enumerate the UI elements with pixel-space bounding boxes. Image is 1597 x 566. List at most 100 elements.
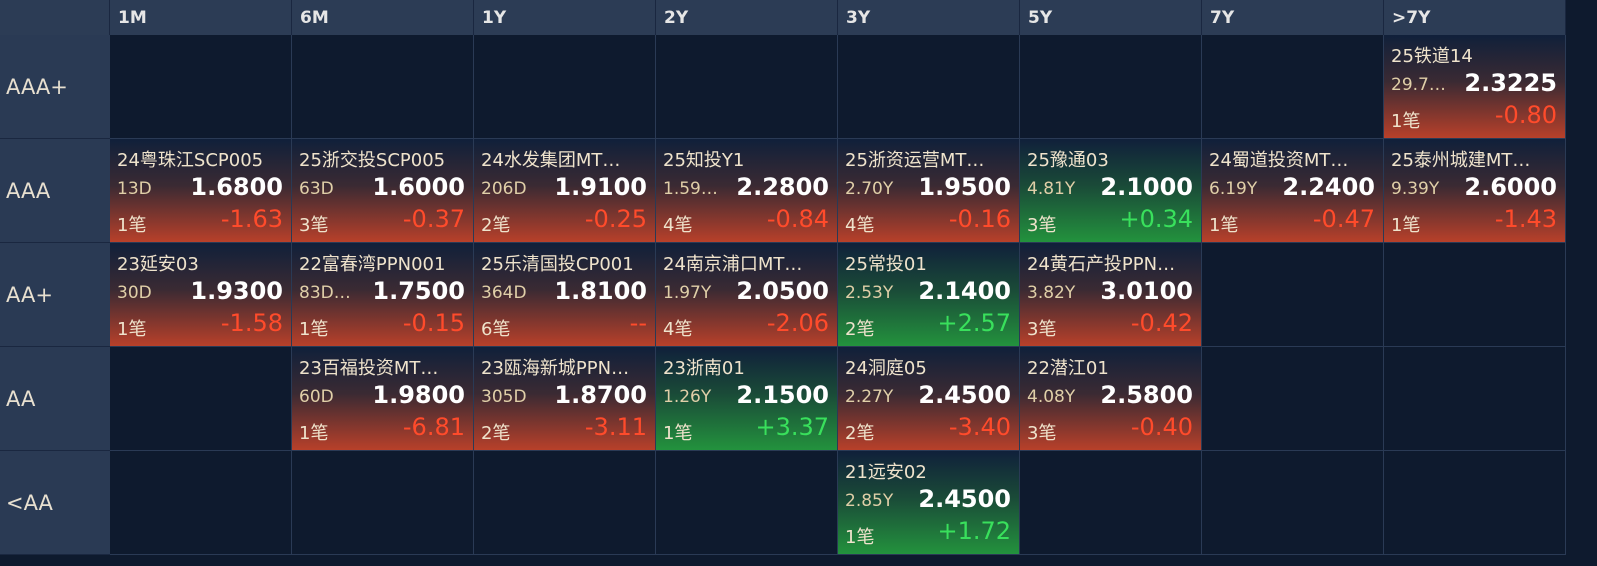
trade-count: 1笔	[117, 215, 147, 236]
bond-term: 9.39Y	[1391, 179, 1440, 199]
bond-price: 1.7500	[372, 277, 465, 305]
bond-cell[interactable]: 25常投01 2.53Y 2.1400 2笔 +2.57	[838, 243, 1020, 347]
bond-cell[interactable]: 25浙资运营MT… 2.70Y 1.9500 4笔 -0.16	[838, 139, 1020, 243]
bond-cell[interactable]: 25知投Y1 1.59… 2.2800 4笔 -0.84	[656, 139, 838, 243]
bond-name: 24黄石产投PPN…	[1027, 254, 1176, 275]
bond-price: 2.1500	[736, 381, 829, 409]
bond-name: 23延安03	[117, 254, 199, 275]
bond-name: 21远安02	[845, 462, 927, 483]
bond-term: 1.59…	[663, 179, 718, 199]
bond-name: 25常投01	[845, 254, 927, 275]
bond-term: 1.97Y	[663, 283, 712, 303]
corner	[0, 0, 110, 35]
price-change: -0.80	[1494, 101, 1557, 129]
bond-term: 1.26Y	[663, 387, 712, 407]
bond-cell[interactable]: 24南京浦口MT… 1.97Y 2.0500 4笔 -2.06	[656, 243, 838, 347]
empty-cell	[656, 35, 838, 139]
bond-term: 2.70Y	[845, 179, 894, 199]
empty-cell	[1202, 347, 1384, 451]
price-change: -0.15	[402, 309, 465, 337]
column-header: 2Y	[656, 0, 838, 35]
empty-cell	[1020, 35, 1202, 139]
bond-cell[interactable]: 23延安03 30D 1.9300 1笔 -1.58	[110, 243, 292, 347]
bond-price: 2.4500	[918, 485, 1011, 513]
bond-cell[interactable]: 22潜江01 4.08Y 2.5800 3笔 -0.40	[1020, 347, 1202, 451]
trade-count: 4笔	[663, 215, 693, 236]
bond-cell[interactable]: 24粤珠江SCP005 13D 1.6800 1笔 -1.63	[110, 139, 292, 243]
empty-cell	[110, 347, 292, 451]
column-header: 6M	[292, 0, 474, 35]
trade-count: 3笔	[1027, 423, 1057, 444]
trade-count: 1笔	[299, 423, 329, 444]
bond-cell[interactable]: 24蜀道投资MT… 6.19Y 2.2400 1笔 -0.47	[1202, 139, 1384, 243]
price-change: -0.47	[1312, 205, 1375, 233]
bond-term: 305D	[481, 387, 527, 407]
price-change: -0.40	[1130, 413, 1193, 441]
row-label: AA	[0, 347, 110, 451]
bond-cell[interactable]: 23瓯海新城PPN… 305D 1.8700 2笔 -3.11	[474, 347, 656, 451]
bond-name: 25浙资运营MT…	[845, 150, 985, 171]
bond-cell[interactable]: 25豫通03 4.81Y 2.1000 3笔 +0.34	[1020, 139, 1202, 243]
bond-cell[interactable]: 24洞庭05 2.27Y 2.4500 2笔 -3.40	[838, 347, 1020, 451]
bond-term: 29.7…	[1391, 75, 1446, 95]
price-change: -3.11	[584, 413, 647, 441]
trade-count: 2笔	[845, 423, 875, 444]
bond-name: 25泰州城建MT…	[1391, 150, 1531, 171]
trade-count: 6笔	[481, 319, 511, 340]
bond-term: 6.19Y	[1209, 179, 1258, 199]
bond-cell[interactable]: 24水发集团MT… 206D 1.9100 2笔 -0.25	[474, 139, 656, 243]
bond-price: 2.6000	[1464, 173, 1557, 201]
price-change: -1.43	[1494, 205, 1557, 233]
trade-count: 1笔	[845, 527, 875, 548]
price-change: -0.37	[402, 205, 465, 233]
bond-term: 60D	[299, 387, 334, 407]
column-header: >7Y	[1384, 0, 1566, 35]
bond-price: 1.6000	[372, 173, 465, 201]
bond-cell[interactable]: 21远安02 2.85Y 2.4500 1笔 +1.72	[838, 451, 1020, 555]
bond-price: 1.9500	[918, 173, 1011, 201]
bond-price: 1.9100	[554, 173, 647, 201]
trade-count: 2笔	[481, 423, 511, 444]
bond-cell[interactable]: 23浙南01 1.26Y 2.1500 1笔 +3.37	[656, 347, 838, 451]
bond-cell[interactable]: 23百福投资MT… 60D 1.9800 1笔 -6.81	[292, 347, 474, 451]
bond-term: 83D…	[299, 283, 351, 303]
bond-price: 2.4500	[918, 381, 1011, 409]
empty-cell	[110, 451, 292, 555]
bond-cell[interactable]: 24黄石产投PPN… 3.82Y 3.0100 3笔 -0.42	[1020, 243, 1202, 347]
bond-cell[interactable]: 22富春湾PPN001 83D… 1.7500 1笔 -0.15	[292, 243, 474, 347]
bond-name: 25铁道14	[1391, 46, 1473, 67]
empty-cell	[474, 35, 656, 139]
bond-price: 2.1400	[918, 277, 1011, 305]
trade-count: 4笔	[663, 319, 693, 340]
trade-count: 2笔	[845, 319, 875, 340]
bond-name: 23浙南01	[663, 358, 745, 379]
bond-cell[interactable]: 25乐清国投CP001 364D 1.8100 6笔 --	[474, 243, 656, 347]
empty-cell	[292, 451, 474, 555]
bond-price: 1.9800	[372, 381, 465, 409]
bond-name: 25乐清国投CP001	[481, 254, 634, 275]
trade-count: 1笔	[663, 423, 693, 444]
bond-cell[interactable]: 25浙交投SCP005 63D 1.6000 3笔 -0.37	[292, 139, 474, 243]
row-label: AAA	[0, 139, 110, 243]
empty-cell	[656, 451, 838, 555]
row-label: <AA	[0, 451, 110, 555]
trade-count: 4笔	[845, 215, 875, 236]
empty-cell	[1384, 347, 1566, 451]
price-change: -0.84	[766, 205, 829, 233]
price-change: -6.81	[402, 413, 465, 441]
price-change: -0.25	[584, 205, 647, 233]
price-change: -1.58	[220, 309, 283, 337]
bond-name: 24南京浦口MT…	[663, 254, 803, 275]
bond-term: 13D	[117, 179, 152, 199]
trade-count: 3笔	[1027, 215, 1057, 236]
bond-name: 24洞庭05	[845, 358, 927, 379]
bond-cell[interactable]: 25泰州城建MT… 9.39Y 2.6000 1笔 -1.43	[1384, 139, 1566, 243]
row-label: AA+	[0, 243, 110, 347]
column-header: 3Y	[838, 0, 1020, 35]
bond-name: 23瓯海新城PPN…	[481, 358, 630, 379]
bond-price: 2.1000	[1100, 173, 1193, 201]
bond-cell[interactable]: 25铁道14 29.7… 2.3225 1笔 -0.80	[1384, 35, 1566, 139]
bond-term: 206D	[481, 179, 527, 199]
bond-term: 4.08Y	[1027, 387, 1076, 407]
bond-term: 4.81Y	[1027, 179, 1076, 199]
